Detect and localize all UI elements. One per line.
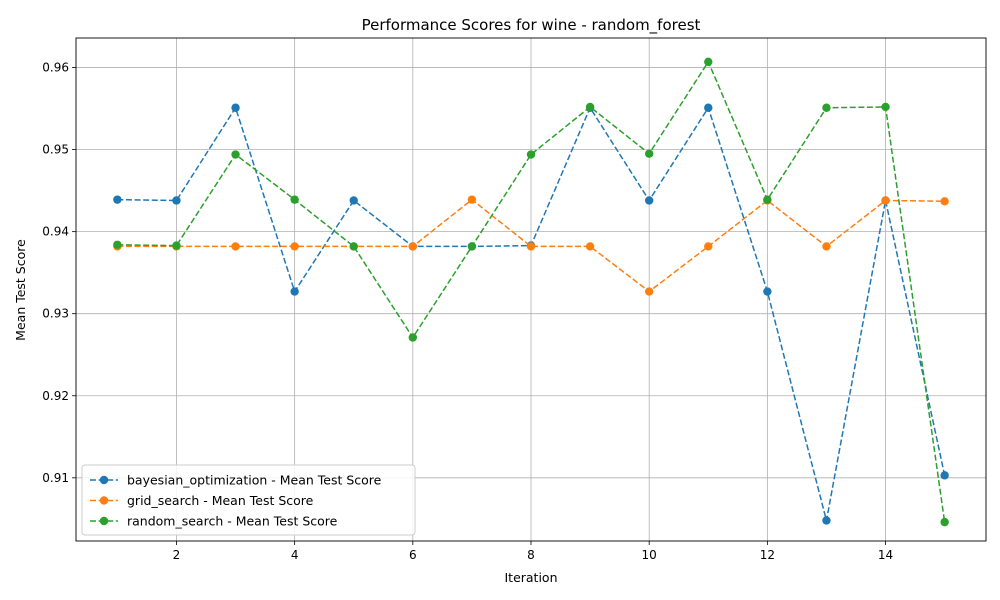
data-point xyxy=(822,242,831,251)
data-point xyxy=(881,196,890,205)
data-point xyxy=(172,241,181,250)
data-point xyxy=(526,242,536,251)
data-point xyxy=(526,150,536,159)
data-point xyxy=(940,197,949,206)
data-point xyxy=(704,103,713,112)
y-tick-label: 0.93 xyxy=(42,307,69,321)
data-point xyxy=(644,196,654,205)
data-point xyxy=(585,242,595,251)
data-point xyxy=(940,517,949,527)
data-point xyxy=(349,242,358,251)
y-axis-label: Mean Test Score xyxy=(13,239,28,341)
data-point xyxy=(940,471,949,480)
legend-marker xyxy=(99,516,109,526)
data-point xyxy=(822,516,831,525)
data-point xyxy=(585,102,595,112)
data-point xyxy=(467,242,477,251)
data-point xyxy=(763,287,772,296)
legend-label: random_search - Mean Test Score xyxy=(127,514,338,529)
y-tick-label: 0.95 xyxy=(42,143,69,157)
legend-box xyxy=(81,464,416,536)
y-tick-label: 0.91 xyxy=(42,471,69,485)
legend-marker xyxy=(99,475,109,485)
legend-label: grid_search - Mean Test Score xyxy=(127,493,314,508)
legend-item: grid_search - Mean Test Score xyxy=(90,493,314,508)
data-point xyxy=(113,240,122,249)
data-point xyxy=(763,195,772,204)
x-tick-label: 8 xyxy=(527,548,535,562)
data-point xyxy=(704,242,713,251)
legend: bayesian_optimization - Mean Test Score g… xyxy=(81,464,416,536)
y-axis: 0.91 0.92 0.93 0.94 0.95 0.96 xyxy=(42,61,76,485)
data-point xyxy=(467,195,477,204)
x-tick-label: 4 xyxy=(291,548,299,562)
data-point xyxy=(290,195,299,204)
x-tick-label: 14 xyxy=(878,548,893,562)
data-point xyxy=(290,242,299,251)
y-tick-label: 0.96 xyxy=(42,61,69,75)
legend-item: random_search - Mean Test Score xyxy=(90,514,338,529)
series-group xyxy=(113,57,949,527)
x-tick-label: 2 xyxy=(173,548,181,562)
data-point xyxy=(172,196,181,205)
data-point xyxy=(644,149,654,158)
legend-item: bayesian_optimization - Mean Test Score xyxy=(90,473,382,488)
x-axis-label: Iteration xyxy=(504,570,557,585)
data-point xyxy=(231,103,240,112)
series-2 xyxy=(113,57,949,527)
chart-title: Performance Scores for wine - random_for… xyxy=(362,16,701,35)
data-point xyxy=(644,287,654,296)
data-point xyxy=(408,333,418,342)
x-tick-label: 10 xyxy=(642,548,657,562)
legend-marker xyxy=(99,496,109,505)
series-line xyxy=(117,60,946,523)
legend-label: bayesian_optimization - Mean Test Score xyxy=(127,473,382,488)
data-point xyxy=(704,57,713,66)
x-axis: 2 4 6 8 10 12 14 xyxy=(173,541,893,562)
series-line xyxy=(117,198,945,293)
data-point xyxy=(290,287,299,296)
data-point xyxy=(231,150,240,159)
data-point xyxy=(822,103,831,112)
data-point xyxy=(231,242,240,251)
x-tick-label: 6 xyxy=(409,548,417,562)
y-tick-label: 0.94 xyxy=(42,225,69,239)
y-tick-label: 0.92 xyxy=(42,389,69,403)
data-point xyxy=(408,242,418,251)
data-point xyxy=(349,196,358,205)
data-point xyxy=(881,102,890,112)
data-point xyxy=(113,195,122,204)
x-tick-label: 12 xyxy=(760,548,775,562)
